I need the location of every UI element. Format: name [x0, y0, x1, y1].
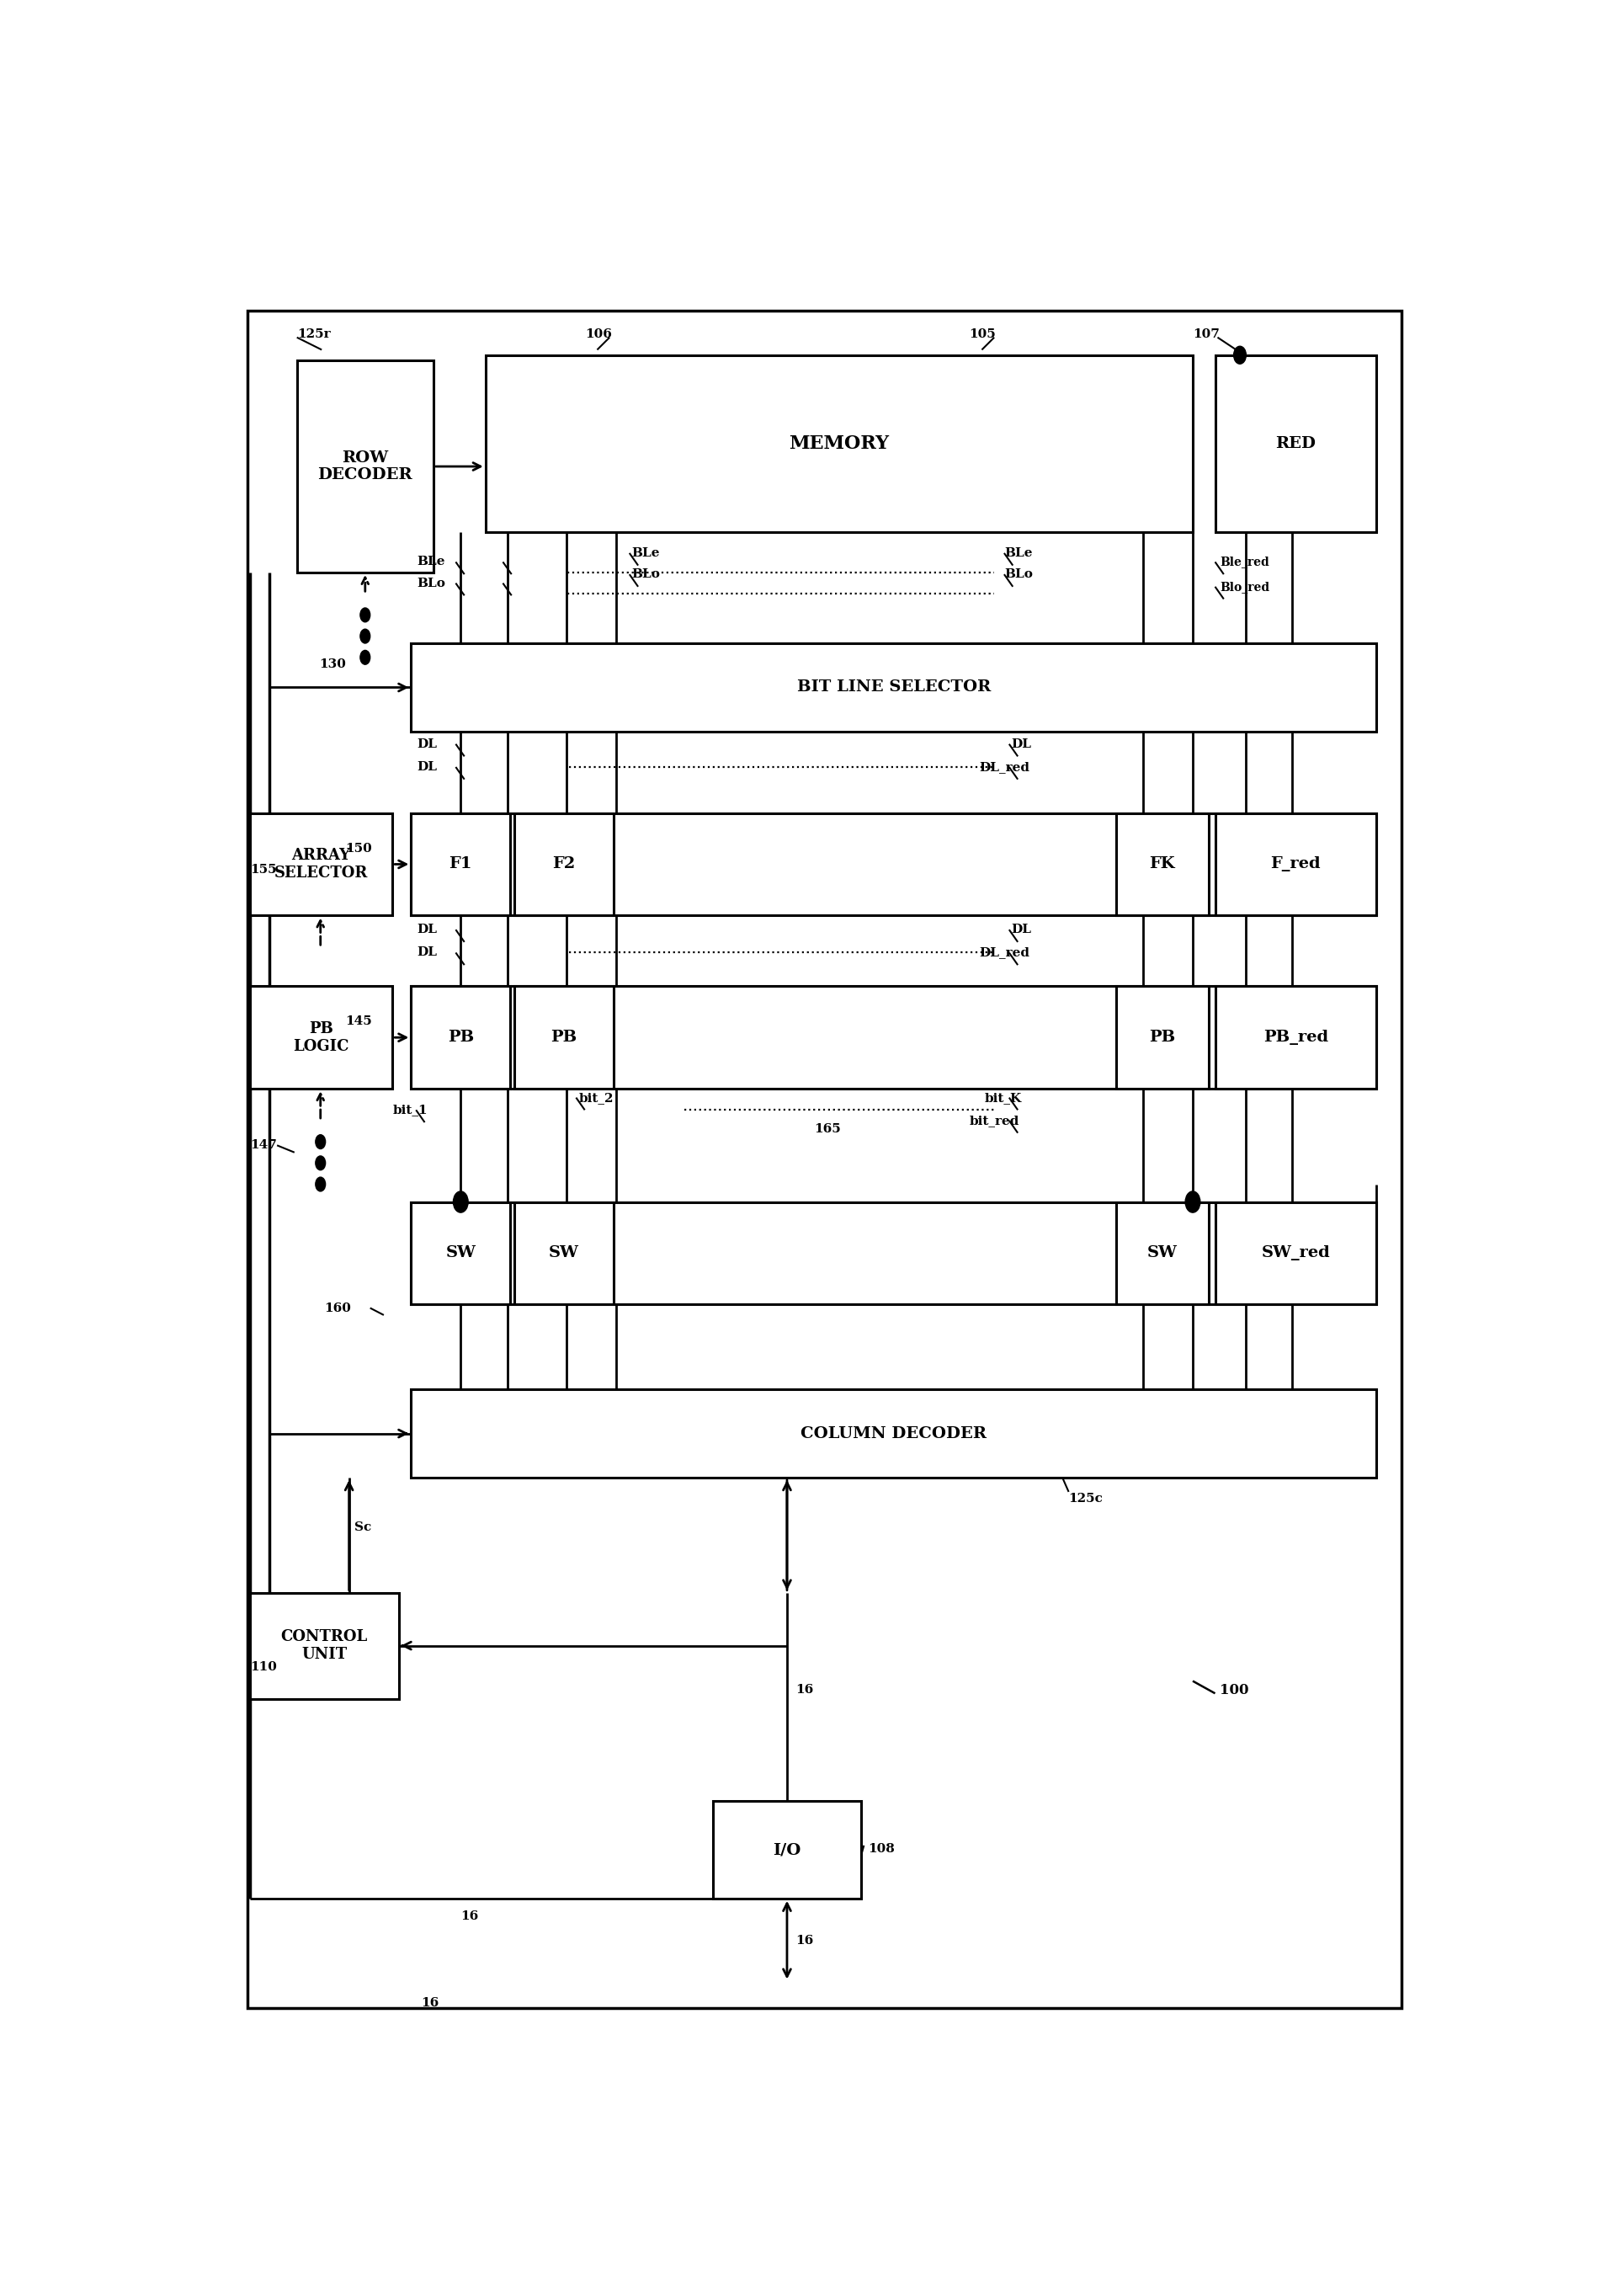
Text: F_red: F_red	[1271, 856, 1321, 872]
Text: SW_red: SW_red	[1262, 1247, 1330, 1261]
Circle shape	[453, 1192, 467, 1212]
Text: 155: 155	[250, 863, 277, 875]
Bar	[1116, 813, 1209, 916]
Bar	[1116, 987, 1209, 1088]
Text: 160: 160	[323, 1302, 351, 1313]
Text: SW: SW	[1148, 1247, 1177, 1261]
Text: 16: 16	[461, 1910, 479, 1922]
Text: 150: 150	[346, 843, 371, 854]
Text: 147: 147	[250, 1139, 277, 1150]
Text: F2: F2	[552, 856, 575, 872]
Text: ROW
DECODER: ROW DECODER	[317, 450, 413, 482]
Bar	[411, 1389, 1377, 1479]
Bar	[514, 987, 613, 1088]
Circle shape	[360, 650, 370, 664]
Text: PB: PB	[551, 1031, 576, 1045]
Bar	[485, 356, 1193, 533]
Bar	[1215, 987, 1377, 1088]
Text: 130: 130	[319, 659, 346, 670]
Text: 16: 16	[796, 1683, 813, 1697]
Text: SW: SW	[549, 1247, 580, 1261]
Text: bit_red: bit_red	[970, 1114, 1020, 1127]
Text: 108: 108	[868, 1844, 895, 1855]
Circle shape	[315, 1155, 325, 1171]
Text: BLe: BLe	[418, 556, 445, 567]
Bar	[250, 987, 392, 1088]
Text: MEMORY: MEMORY	[789, 434, 889, 452]
Text: F1: F1	[450, 856, 472, 872]
Text: DL: DL	[418, 737, 437, 751]
Text: PB_red: PB_red	[1263, 1031, 1329, 1045]
Circle shape	[360, 608, 370, 622]
Text: ARRAY
SELECTOR: ARRAY SELECTOR	[274, 847, 368, 882]
Text: 125r: 125r	[296, 328, 330, 340]
Text: bit_K: bit_K	[985, 1091, 1021, 1104]
Text: FK: FK	[1150, 856, 1175, 872]
Circle shape	[315, 1178, 325, 1192]
Text: BLe: BLe	[632, 546, 660, 558]
Text: Ble_red: Ble_red	[1220, 556, 1270, 567]
Bar	[250, 1593, 399, 1699]
Bar	[411, 813, 1377, 916]
Text: BLo: BLo	[418, 576, 445, 590]
Bar	[411, 987, 1377, 1088]
Text: DL: DL	[1012, 923, 1031, 934]
Text: 165: 165	[815, 1123, 841, 1134]
Bar	[250, 813, 392, 916]
Bar	[411, 987, 511, 1088]
Text: 16: 16	[421, 1998, 439, 2009]
Text: bit_2: bit_2	[578, 1091, 613, 1104]
Bar	[1215, 356, 1377, 533]
Text: COLUMN DECODER: COLUMN DECODER	[800, 1426, 986, 1442]
Text: DL: DL	[418, 923, 437, 934]
Circle shape	[315, 1134, 325, 1148]
Bar	[1215, 1201, 1377, 1304]
Text: 16: 16	[796, 1936, 813, 1947]
Bar	[411, 643, 1377, 732]
Bar	[296, 360, 434, 572]
Bar	[514, 813, 613, 916]
Circle shape	[1185, 1192, 1201, 1212]
Text: DL: DL	[418, 946, 437, 957]
Text: 107: 107	[1193, 328, 1220, 340]
Bar	[1215, 813, 1377, 916]
Text: bit_1: bit_1	[392, 1104, 427, 1116]
Text: BLo: BLo	[1004, 569, 1033, 581]
Text: 110: 110	[250, 1660, 277, 1674]
Circle shape	[360, 629, 370, 643]
Circle shape	[1234, 347, 1246, 363]
Text: RED: RED	[1276, 436, 1316, 450]
Text: BLo: BLo	[632, 569, 661, 581]
Text: BIT LINE SELECTOR: BIT LINE SELECTOR	[797, 680, 991, 696]
Text: DL_red: DL_red	[980, 946, 1029, 957]
Text: BLe: BLe	[1004, 546, 1033, 558]
Text: Blo_red: Blo_red	[1220, 581, 1270, 592]
Text: 125c: 125c	[1068, 1492, 1103, 1504]
Text: SW: SW	[445, 1247, 475, 1261]
Bar	[411, 813, 511, 916]
Text: PB: PB	[448, 1031, 474, 1045]
Text: PB
LOGIC: PB LOGIC	[293, 1022, 349, 1054]
Bar	[411, 1201, 1377, 1304]
Bar	[712, 1802, 861, 1899]
Text: 145: 145	[346, 1015, 371, 1029]
Text: I/O: I/O	[773, 1841, 800, 1857]
Text: DL: DL	[1012, 737, 1031, 751]
Bar	[1116, 1201, 1209, 1304]
Text: DL: DL	[418, 760, 437, 774]
Text: 106: 106	[584, 328, 612, 340]
Text: 100: 100	[1220, 1683, 1249, 1697]
Text: PB: PB	[1150, 1031, 1175, 1045]
Text: 105: 105	[970, 328, 996, 340]
Bar	[411, 1201, 511, 1304]
Bar	[514, 1201, 613, 1304]
Text: DL_red: DL_red	[980, 760, 1029, 774]
Text: Sc: Sc	[354, 1522, 371, 1534]
Text: CONTROL
UNIT: CONTROL UNIT	[280, 1630, 368, 1662]
